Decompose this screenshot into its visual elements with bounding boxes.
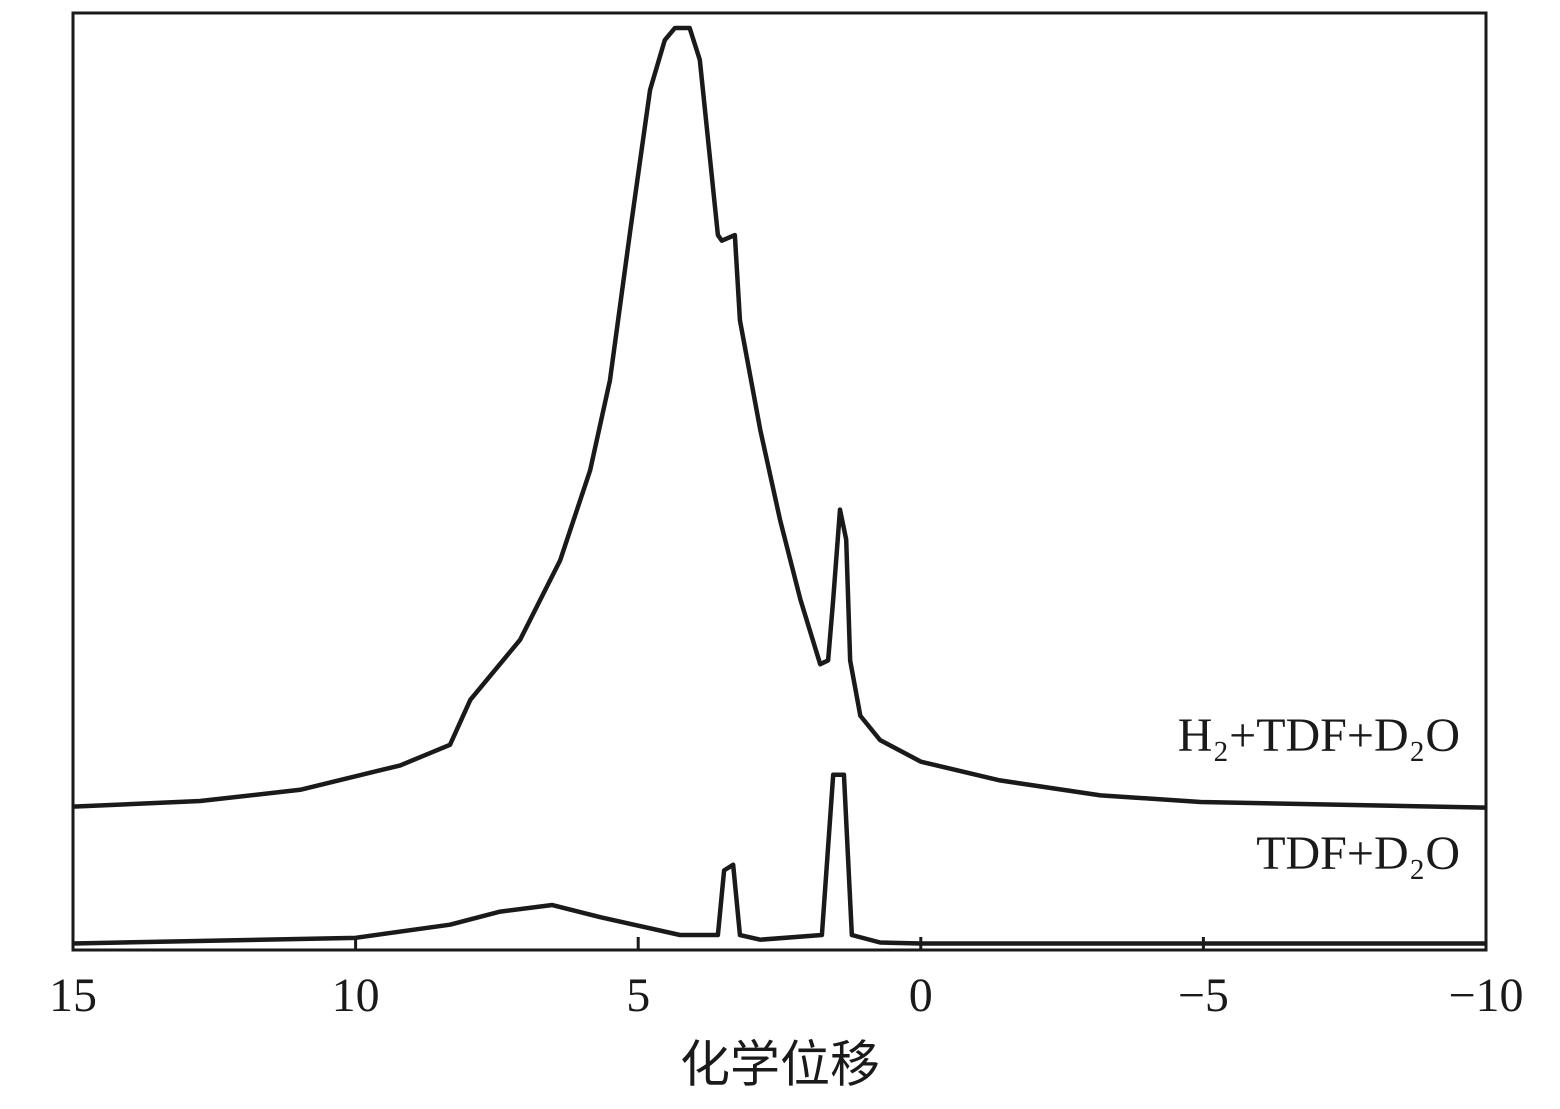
x-tick-label: 10 xyxy=(332,969,380,1022)
x-tick-label: 15 xyxy=(49,969,97,1022)
spectrum-line xyxy=(72,25,1487,810)
x-axis-label: 化学位移 xyxy=(680,1036,880,1092)
plot-frame xyxy=(71,11,1488,952)
series-label: TDF+D₂O xyxy=(1256,827,1460,880)
series-label: H₂+TDF+D₂O xyxy=(1178,709,1460,762)
x-tick-label: −10 xyxy=(1448,969,1523,1022)
spectrum-line xyxy=(72,772,1486,946)
x-tick-label: 5 xyxy=(626,969,650,1022)
x-tick-label: 0 xyxy=(909,969,933,1022)
x-tick-label: −5 xyxy=(1178,969,1229,1022)
